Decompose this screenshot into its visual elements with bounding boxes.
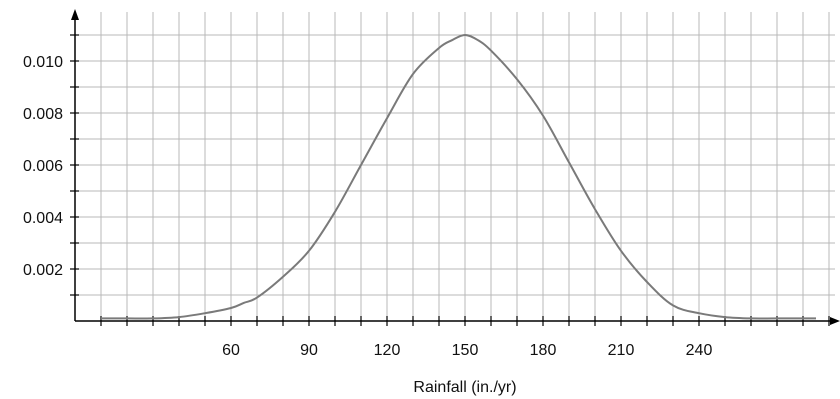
y-tick-label: 0.002 — [23, 262, 63, 279]
x-tick-label: 240 — [686, 342, 713, 359]
x-tick-label: 180 — [530, 342, 557, 359]
y-tick-label: 0.010 — [23, 54, 63, 71]
x-axis-title: Rainfall (in./yr) — [413, 379, 516, 396]
y-tick-marks — [70, 34, 79, 296]
x-axis-arrow — [830, 317, 840, 325]
density-curve — [101, 33, 816, 320]
x-tick-label: 210 — [608, 342, 635, 359]
y-tick-label: 0.006 — [23, 158, 63, 175]
y-tick-label: 0.004 — [23, 210, 63, 227]
x-tick-label: 150 — [452, 342, 479, 359]
y-axis-arrow — [71, 9, 79, 20]
x-tick-labels: 60 90 120 150 180 210 240 — [222, 342, 712, 359]
x-tick-label: 60 — [222, 342, 240, 359]
x-tick-label: 120 — [374, 342, 401, 359]
y-tick-labels: 0.002 0.004 0.006 0.008 0.010 — [23, 54, 63, 279]
grid — [75, 12, 835, 321]
y-tick-label: 0.008 — [23, 106, 63, 123]
x-tick-label: 90 — [300, 342, 318, 359]
